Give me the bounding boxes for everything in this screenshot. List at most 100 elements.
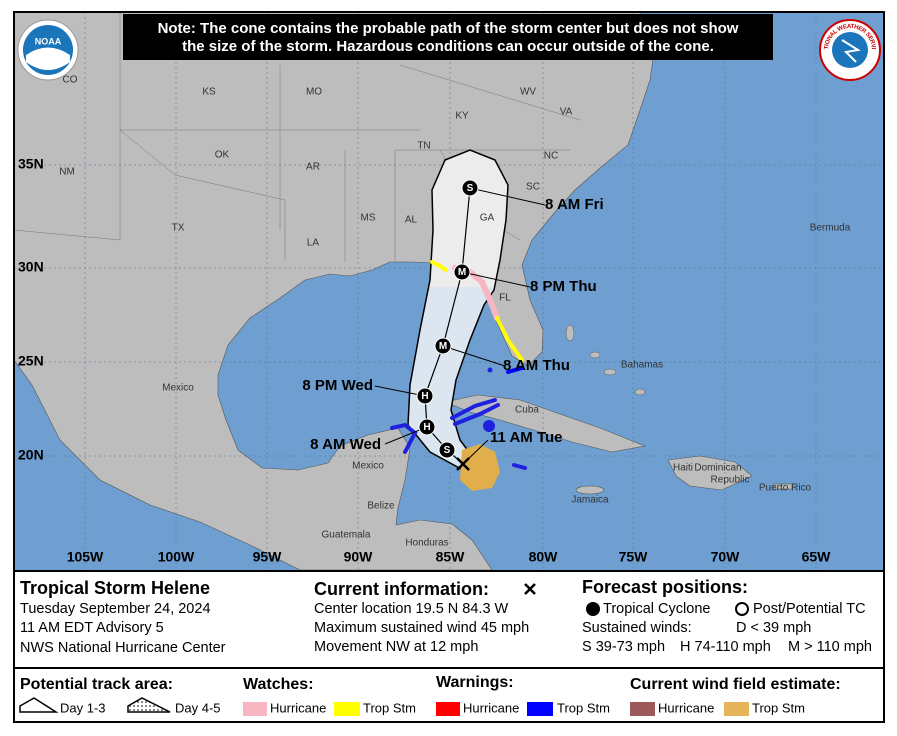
ts-warning bbox=[506, 366, 524, 374]
ts-warning bbox=[390, 422, 418, 454]
forecast-heading: Forecast positions: bbox=[582, 577, 748, 597]
legend-heading: Potential track area: bbox=[20, 676, 173, 693]
legend-text: Trop Stm bbox=[363, 700, 416, 715]
latitude-labels: 35N 30N 25N 20N bbox=[18, 156, 44, 463]
place-labels: COKSMOINKYWVVAOKARTNNCNMSCMSALGATXLAFLBe… bbox=[59, 52, 851, 549]
longitude-labels: 105W 100W 95W 90W 85W 80W 75W 70W 65W bbox=[67, 549, 831, 565]
place-label: Honduras bbox=[405, 538, 448, 549]
lon-label: 95W bbox=[253, 549, 283, 565]
place-label: WV bbox=[520, 87, 536, 98]
lat-label: 20N bbox=[18, 447, 44, 463]
place-label: Haiti bbox=[673, 463, 693, 474]
forecast-text: Post/Potential TC bbox=[753, 601, 866, 617]
place-label: FL bbox=[499, 293, 511, 304]
frame bbox=[13, 11, 885, 723]
place-label: Bahamas bbox=[621, 360, 663, 371]
ts-warning bbox=[450, 398, 500, 426]
point-symbol: S bbox=[467, 183, 474, 194]
place-label: Guatemala bbox=[322, 530, 371, 541]
lat-label: 30N bbox=[18, 259, 44, 275]
legend-swatch bbox=[334, 702, 360, 716]
point-label: 8 PM Thu bbox=[530, 278, 597, 295]
noaa-logo: NOAA bbox=[17, 19, 79, 81]
day-4-5-icon bbox=[127, 697, 171, 713]
current-line: Movement NW at 12 mph bbox=[314, 639, 478, 655]
forecast-point bbox=[416, 387, 434, 405]
place-label: Cuba bbox=[515, 405, 539, 416]
legend-text: Hurricane bbox=[270, 700, 326, 715]
forecast-point bbox=[461, 179, 479, 197]
day-1-3-icon bbox=[19, 697, 59, 713]
current-heading: Current information: bbox=[314, 579, 489, 599]
info-date: Tuesday September 24, 2024 bbox=[20, 601, 211, 617]
place-label: AL bbox=[405, 215, 418, 226]
place-label: NC bbox=[544, 151, 558, 162]
ts-wind-field bbox=[460, 444, 500, 491]
place-label: CO bbox=[63, 75, 78, 86]
place-label: MO bbox=[306, 87, 322, 98]
ts-warning bbox=[483, 420, 495, 432]
current-symbol bbox=[524, 583, 536, 595]
point-symbol: M bbox=[458, 267, 466, 278]
land-north-america bbox=[14, 12, 656, 570]
ts-warning bbox=[512, 463, 527, 470]
lon-label: 105W bbox=[67, 549, 104, 565]
forecast-point bbox=[453, 263, 471, 281]
watches-warnings bbox=[390, 260, 527, 470]
forecast-text: H 74-110 mph bbox=[680, 639, 771, 655]
place-label: AR bbox=[306, 162, 320, 173]
legend-text: Hurricane bbox=[463, 700, 519, 715]
point-label: 8 AM Thu bbox=[503, 357, 570, 374]
lat-label: 25N bbox=[18, 353, 44, 369]
cone bbox=[407, 149, 509, 471]
point-label: 8 AM Wed bbox=[310, 436, 381, 453]
legend-heading: Watches: bbox=[243, 676, 314, 693]
logo-text: NOAA bbox=[35, 36, 62, 46]
place-label: Jamaica bbox=[571, 495, 609, 506]
lon-label: 65W bbox=[802, 549, 832, 565]
current-line: Center location 19.5 N 84.3 W bbox=[314, 601, 509, 617]
lon-label: 75W bbox=[619, 549, 649, 565]
legend-text: Trop Stm bbox=[557, 700, 610, 715]
legend-heading: Warnings: bbox=[436, 674, 514, 691]
tc-symbol bbox=[586, 602, 600, 616]
place-label: NM bbox=[59, 167, 75, 178]
note-box bbox=[123, 14, 773, 60]
place-label: Puerto Rico bbox=[759, 483, 812, 494]
land-hispaniola bbox=[667, 455, 753, 491]
point-symbol: H bbox=[421, 391, 428, 402]
point-label: 8 AM Fri bbox=[545, 196, 604, 213]
place-label: Mexico bbox=[162, 383, 194, 394]
point-label: 8 PM Wed bbox=[302, 377, 373, 394]
storm-title: Tropical Storm Helene bbox=[20, 578, 210, 598]
forecast-text: M > 110 mph bbox=[788, 639, 872, 655]
current-line: Maximum sustained wind 45 mph bbox=[314, 620, 529, 636]
info-source: NWS National Hurricane Center bbox=[20, 640, 226, 656]
map: COKSMOINKYWVVAOKARTNNCNMSCMSALGATXLAFLBe… bbox=[14, 12, 884, 570]
legend-swatch bbox=[724, 702, 749, 716]
legend-swatch bbox=[243, 702, 267, 716]
cone-outline bbox=[407, 149, 509, 471]
ts-warning bbox=[487, 367, 493, 373]
place-label: GA bbox=[480, 213, 495, 224]
land-puerto-rico bbox=[773, 483, 793, 490]
lon-label: 85W bbox=[436, 549, 466, 565]
forecast-text: S 39-73 mph bbox=[582, 639, 665, 655]
legend-text: Day 1-3 bbox=[60, 700, 106, 715]
legend-text: Hurricane bbox=[658, 700, 714, 715]
cone-day-4-5 bbox=[428, 150, 508, 287]
place-label: Bermuda bbox=[810, 223, 851, 234]
point-symbol: H bbox=[423, 422, 430, 433]
point-label: 11 AM Tue bbox=[490, 429, 563, 446]
forecast-point bbox=[434, 337, 452, 355]
forecast-text: D < 39 mph bbox=[736, 620, 811, 636]
place-label: MS bbox=[361, 213, 376, 224]
place-label: TN bbox=[417, 141, 430, 152]
legend-text: Trop Stm bbox=[752, 700, 805, 715]
place-label: OK bbox=[215, 150, 230, 161]
legend-heading: Current wind field estimate: bbox=[630, 676, 841, 693]
place-label: Belize bbox=[367, 501, 395, 512]
ts-watch bbox=[495, 316, 524, 362]
ts-watch bbox=[430, 260, 448, 272]
